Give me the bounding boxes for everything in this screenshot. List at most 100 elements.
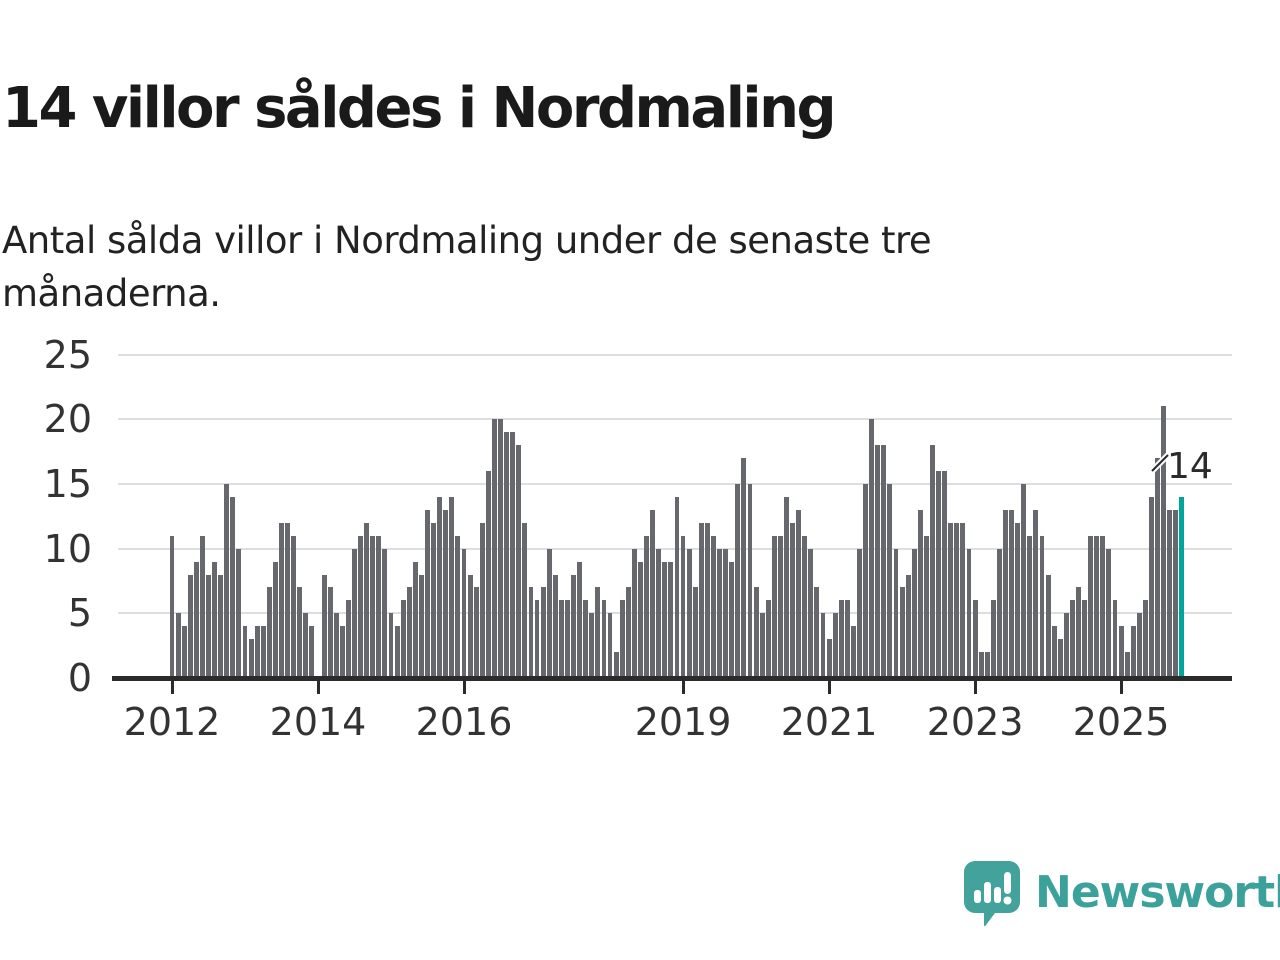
bar xyxy=(285,522,291,678)
bar xyxy=(565,600,570,678)
bar xyxy=(242,626,248,678)
bar xyxy=(333,613,339,678)
bar xyxy=(473,587,479,678)
bar xyxy=(1094,535,1100,678)
bar xyxy=(309,626,315,678)
bar xyxy=(431,522,437,678)
y-axis-label: 20 xyxy=(43,397,92,442)
bar xyxy=(1021,484,1027,678)
bar xyxy=(583,600,589,678)
bar xyxy=(248,639,254,678)
x-axis-tick xyxy=(973,680,977,694)
bar xyxy=(266,587,272,678)
bar xyxy=(388,613,394,678)
bar xyxy=(820,613,826,678)
bar xyxy=(948,522,954,678)
bar xyxy=(686,548,692,678)
bar xyxy=(552,574,558,678)
bar xyxy=(1149,496,1154,678)
y-axis-label: 5 xyxy=(67,591,92,636)
x-axis-label: 2023 xyxy=(926,700,1024,744)
bar xyxy=(978,652,984,678)
bar xyxy=(796,509,802,678)
bar xyxy=(1069,600,1075,678)
bar xyxy=(619,600,625,678)
bar xyxy=(321,574,327,678)
bar xyxy=(218,574,224,678)
bar xyxy=(1173,509,1179,678)
x-axis-label: 2016 xyxy=(415,700,513,744)
x-axis-label: 2025 xyxy=(1072,700,1170,744)
bar xyxy=(479,522,485,678)
x-axis-tick xyxy=(827,680,831,694)
bar xyxy=(729,561,735,678)
y-axis-label: 0 xyxy=(67,656,92,700)
bar xyxy=(382,548,388,678)
bar xyxy=(954,522,960,678)
bar xyxy=(534,600,540,678)
bar xyxy=(345,600,351,678)
bar xyxy=(972,600,978,678)
bar xyxy=(175,613,181,678)
y-axis-label: 10 xyxy=(43,526,92,571)
bar xyxy=(875,445,881,678)
bar xyxy=(887,484,893,678)
bar xyxy=(844,600,850,678)
bar xyxy=(857,548,862,678)
highlighted-bar xyxy=(1179,496,1185,678)
bar xyxy=(187,574,193,678)
bar xyxy=(485,471,491,678)
bar xyxy=(291,535,297,678)
bar xyxy=(996,548,1002,678)
bar xyxy=(674,496,680,678)
bar xyxy=(339,626,345,678)
bar xyxy=(1088,535,1094,678)
bar xyxy=(461,548,467,678)
bar xyxy=(942,471,948,678)
bar xyxy=(260,626,266,678)
x-axis-tick xyxy=(316,680,320,694)
bar xyxy=(297,587,303,678)
bar xyxy=(923,535,929,678)
bar xyxy=(644,535,649,678)
bar xyxy=(327,587,333,678)
bar xyxy=(1033,509,1039,678)
bar xyxy=(212,561,218,678)
bar xyxy=(601,600,607,678)
bar xyxy=(1003,509,1008,678)
bar xyxy=(1161,406,1167,678)
newsworthy-logo[interactable]: Newsworthy xyxy=(963,860,1280,932)
bar xyxy=(802,535,808,678)
bar xyxy=(206,574,211,678)
bar xyxy=(528,587,534,678)
bar xyxy=(418,574,424,678)
bar xyxy=(1045,574,1051,678)
bar xyxy=(1118,626,1124,678)
bar xyxy=(753,587,759,678)
bar xyxy=(869,419,875,678)
gridline-y-15 xyxy=(118,483,1232,486)
bar xyxy=(406,587,412,678)
bar xyxy=(412,561,418,678)
bar xyxy=(832,613,838,678)
bar xyxy=(1082,600,1088,678)
x-axis-tick xyxy=(170,680,174,694)
bar xyxy=(881,445,887,678)
bar xyxy=(595,587,601,678)
bar xyxy=(863,484,869,678)
bar xyxy=(224,484,230,678)
newsworthy-bubble-chart-icon xyxy=(963,860,1021,932)
x-axis-label: 2012 xyxy=(123,700,221,744)
bar xyxy=(960,522,966,678)
bar xyxy=(1100,535,1106,678)
bar xyxy=(272,561,278,678)
bar xyxy=(510,432,516,678)
gridline-y-20 xyxy=(118,418,1232,421)
bar xyxy=(723,548,729,678)
bar xyxy=(1130,626,1136,678)
bar xyxy=(625,587,631,678)
bar xyxy=(747,484,753,678)
x-axis-tick xyxy=(1119,680,1123,694)
bar xyxy=(662,561,668,678)
bar xyxy=(279,522,284,678)
